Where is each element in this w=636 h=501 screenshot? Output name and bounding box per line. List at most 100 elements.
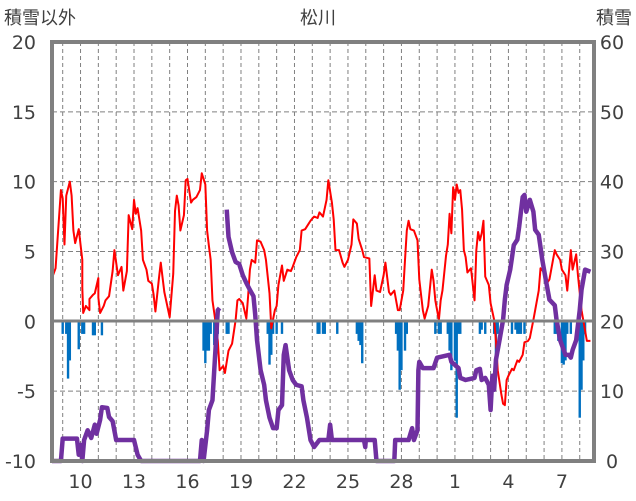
right-tick-label: 60	[600, 32, 624, 54]
precip-bar	[357, 321, 360, 341]
chart-title: 松川	[300, 8, 336, 29]
precip-bar	[496, 321, 499, 334]
x-tick-label: 10	[68, 471, 92, 493]
precip-bar	[569, 321, 573, 334]
precip-bar	[578, 321, 581, 418]
precip-bar	[403, 321, 407, 351]
left-tick-label: 5	[24, 242, 36, 264]
precip-bar	[448, 321, 451, 351]
right-tick-label: 10	[600, 381, 624, 403]
x-tick-label: 16	[175, 471, 199, 493]
precip-bar	[453, 321, 457, 361]
precip-bar	[205, 321, 209, 351]
precip-bar	[510, 321, 514, 334]
precip-bar	[81, 321, 84, 334]
precip-bar	[484, 321, 487, 334]
precip-bar	[271, 321, 275, 334]
precip-bar	[209, 321, 212, 334]
precip-bars	[61, 321, 587, 418]
precip-bar	[396, 321, 400, 351]
precip-bar	[405, 321, 408, 334]
precip-bar	[280, 321, 284, 334]
precip-bar	[580, 321, 583, 390]
left-tick-label: -5	[17, 381, 36, 403]
precip-bar	[336, 321, 339, 334]
precip-bar	[398, 321, 401, 390]
precip-bar	[566, 321, 569, 334]
precip-bar	[318, 321, 321, 334]
precip-bar	[227, 321, 230, 334]
precip-bar	[66, 321, 70, 379]
precip-bar	[523, 321, 526, 334]
precip-bar	[82, 321, 86, 334]
left-tick-label: 15	[12, 102, 36, 124]
precip-bar	[321, 321, 325, 334]
precip-bar	[564, 321, 567, 361]
precip-bar	[562, 321, 565, 365]
precip-bar	[519, 321, 523, 334]
left-tick-label: -10	[5, 451, 36, 473]
precip-bar	[361, 321, 364, 364]
precip-bar	[450, 321, 453, 371]
precip-bar	[434, 321, 437, 334]
precip-bar	[100, 321, 104, 336]
precip-bar	[65, 321, 68, 334]
snow-depth-line	[224, 192, 592, 464]
precip-bar	[394, 321, 398, 334]
x-tick-label: 28	[389, 471, 413, 493]
right-tick-label: 20	[600, 311, 624, 333]
precip-bar	[68, 321, 72, 361]
left-tick-label: 20	[12, 32, 36, 54]
precip-bar	[266, 321, 269, 334]
precip-bar	[439, 321, 442, 334]
right-tick-label: 40	[600, 172, 624, 194]
x-tick-label: 22	[282, 471, 306, 493]
precip-bar	[480, 321, 483, 330]
precip-bar	[204, 321, 207, 364]
precip-bar	[268, 321, 271, 365]
x-tick-label: 19	[229, 471, 253, 493]
precip-bar	[459, 321, 462, 334]
precip-bar	[553, 321, 556, 334]
precip-bar	[225, 321, 228, 334]
left-tick-label: 10	[12, 172, 36, 194]
precip-bar	[517, 321, 521, 334]
series-lines	[51, 172, 592, 464]
x-tick-label: 1	[449, 471, 461, 493]
precip-bar	[202, 321, 205, 351]
precip-bar	[270, 321, 273, 355]
x-tick-label: 13	[122, 471, 146, 493]
precip-bar	[446, 321, 450, 334]
right-tick-label: 30	[600, 242, 624, 264]
temperature-line	[51, 172, 591, 407]
precip-bar	[355, 321, 359, 334]
precip-bar	[359, 321, 362, 346]
x-tick-label: 7	[556, 471, 568, 493]
precip-bar	[61, 321, 64, 334]
precip-bar	[275, 321, 278, 334]
precip-bar	[478, 321, 482, 334]
precip-bar	[91, 321, 95, 336]
right-tick-label: 0	[606, 451, 618, 473]
precip-bar	[516, 321, 519, 334]
precip-bar	[437, 321, 441, 334]
right-axis-label: 積雪	[596, 8, 632, 29]
precip-bar	[457, 321, 460, 334]
plot-frame	[50, 40, 596, 463]
x-tick-label: 25	[336, 471, 360, 493]
left-axis-label: 積雪以外	[4, 8, 76, 29]
precip-bar	[400, 321, 403, 371]
precip-bar	[582, 321, 585, 361]
right-tick-label: 50	[600, 102, 624, 124]
x-tick-label: 4	[502, 471, 514, 493]
precip-bar	[323, 321, 326, 334]
precip-bar	[93, 321, 96, 336]
left-tick-label: 0	[24, 311, 36, 333]
precip-bar	[514, 321, 517, 330]
precip-bar	[316, 321, 319, 334]
precip-bar	[207, 321, 211, 351]
precip-bar	[77, 321, 80, 350]
snow-depth-line	[52, 306, 222, 464]
